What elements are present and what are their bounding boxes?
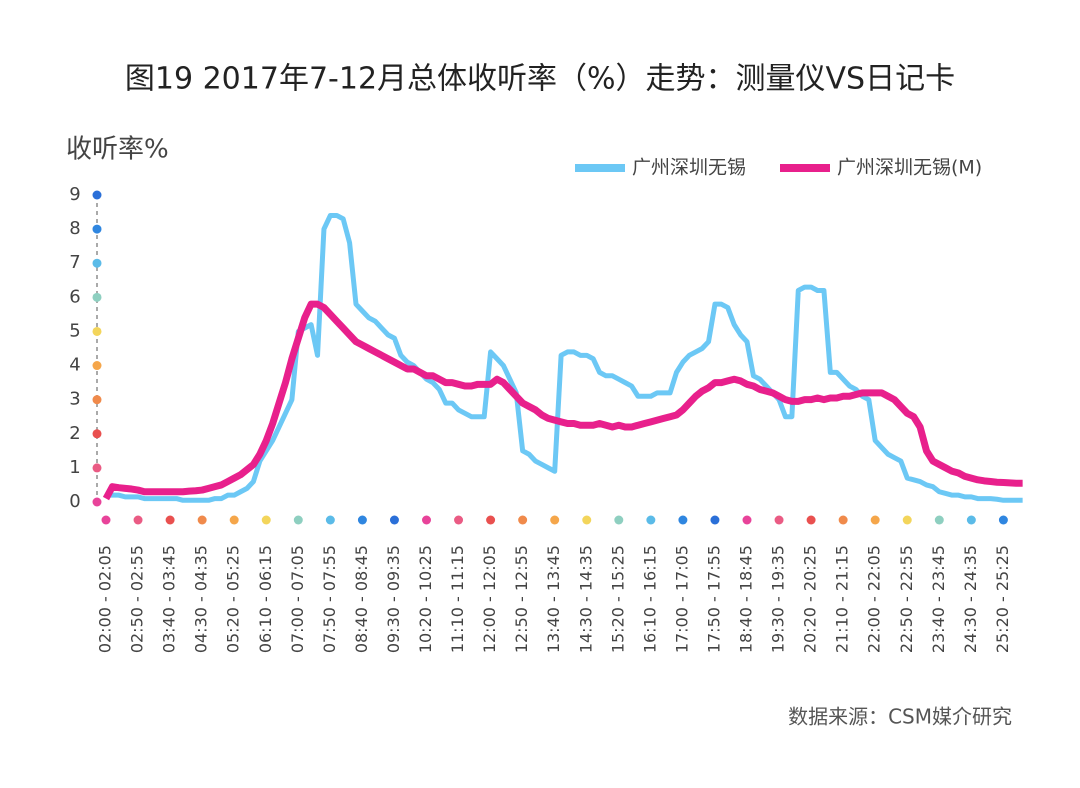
y-tick-label: 9 [69,184,80,205]
x-tick-label: 07:50 - 07:55 [320,545,339,653]
x-tick-dot [902,515,912,525]
chart-title: 图19 2017年7-12月总体收听率（%）走势：测量仪VS日记卡 [125,62,955,97]
x-tick-label: 07:00 - 07:05 [288,545,307,653]
y-tick-label: 5 [69,320,80,341]
x-tick-dot [998,515,1008,525]
x-tick-label: 22:50 - 22:55 [897,545,916,653]
y-tick-dot [92,292,102,302]
x-tick-label: 25:20 - 25:25 [993,545,1012,653]
x-tick-dot [614,515,624,525]
x-tick-label: 16:10 - 16:15 [640,545,659,653]
y-axis-label: 收听率% [66,135,169,165]
x-tick-label: 10:20 - 10:25 [416,545,435,653]
x-tick-dot [806,515,816,525]
y-tick-dot [92,497,102,507]
x-tick-label: 24:30 - 24:35 [961,545,980,653]
x-tick-dot [774,515,784,525]
x-tick-dot [582,515,592,525]
x-tick-label: 13:40 - 13:45 [544,545,563,653]
x-tick-label: 17:50 - 17:55 [704,545,723,653]
y-tick-dot [92,429,102,439]
x-tick-dot [389,515,399,525]
y-tick-label: 0 [69,491,80,512]
x-tick-label: 02:50 - 02:55 [128,545,147,653]
x-tick-label: 04:30 - 04:35 [192,545,211,653]
y-tick-dot [92,224,102,234]
y-tick-label: 3 [69,389,80,410]
y-tick-label: 2 [69,423,80,444]
y-tick-dot [92,258,102,268]
x-tick-label: 02:00 - 02:05 [96,545,115,653]
x-tick-label: 05:20 - 05:25 [224,545,243,653]
x-tick-dot [293,515,303,525]
x-tick-dot [742,515,752,525]
x-tick-label: 06:10 - 06:15 [256,545,275,653]
x-tick-label: 23:40 - 23:45 [929,545,948,653]
y-tick-dot [92,190,102,200]
y-tick-label: 1 [69,457,80,478]
x-tick-dot [710,515,720,525]
x-tick-dot [518,515,528,525]
x-tick-dot [646,515,656,525]
x-tick-dot [261,515,271,525]
x-tick-label: 03:40 - 03:45 [160,545,179,653]
x-tick-label: 12:50 - 12:55 [512,545,531,653]
x-tick-label: 12:00 - 12:05 [480,545,499,653]
x-tick-dot [133,515,143,525]
y-tick-label: 6 [69,286,80,307]
legend-label: 广州深圳无锡 [632,157,746,179]
y-tick-label: 4 [69,355,80,376]
x-tick-dot [357,515,367,525]
x-tick-label: 21:10 - 21:15 [833,545,852,653]
x-tick-dot [966,515,976,525]
legend-label: 广州深圳无锡(M) [837,157,982,179]
x-tick-dot [486,515,496,525]
x-tick-dot [934,515,944,525]
x-tick-dot [550,515,560,525]
x-tick-label: 14:30 - 14:35 [576,545,595,653]
x-tick-dot [838,515,848,525]
x-tick-dot [678,515,688,525]
x-tick-label: 20:20 - 20:25 [801,545,820,653]
x-tick-label: 19:30 - 19:35 [769,545,788,653]
x-tick-dot [870,515,880,525]
x-tick-label: 09:30 - 09:35 [384,545,403,653]
x-tick-dot [454,515,464,525]
y-tick-label: 8 [69,218,80,239]
x-tick-dot [229,515,239,525]
x-tick-dot [101,515,111,525]
x-tick-dot [197,515,207,525]
x-tick-dot [422,515,431,525]
x-tick-label: 11:10 - 11:15 [448,545,467,653]
x-tick-label: 17:00 - 17:05 [672,545,691,653]
x-tick-label: 15:20 - 15:25 [608,545,627,653]
x-tick-label: 18:40 - 18:45 [737,545,756,653]
x-tick-label: 22:00 - 22:05 [865,545,884,653]
y-tick-label: 7 [69,252,80,273]
source-note: 数据来源：CSM媒介研究 [788,705,1012,729]
series-line [106,212,1023,503]
x-tick-dot [325,515,335,525]
y-tick-dot [92,395,102,405]
y-tick-dot [92,326,102,336]
y-tick-dot [92,361,102,371]
series-line [102,300,1023,501]
y-tick-dot [92,463,102,473]
x-tick-label: 08:40 - 08:45 [352,545,371,653]
x-tick-dot [165,515,175,525]
